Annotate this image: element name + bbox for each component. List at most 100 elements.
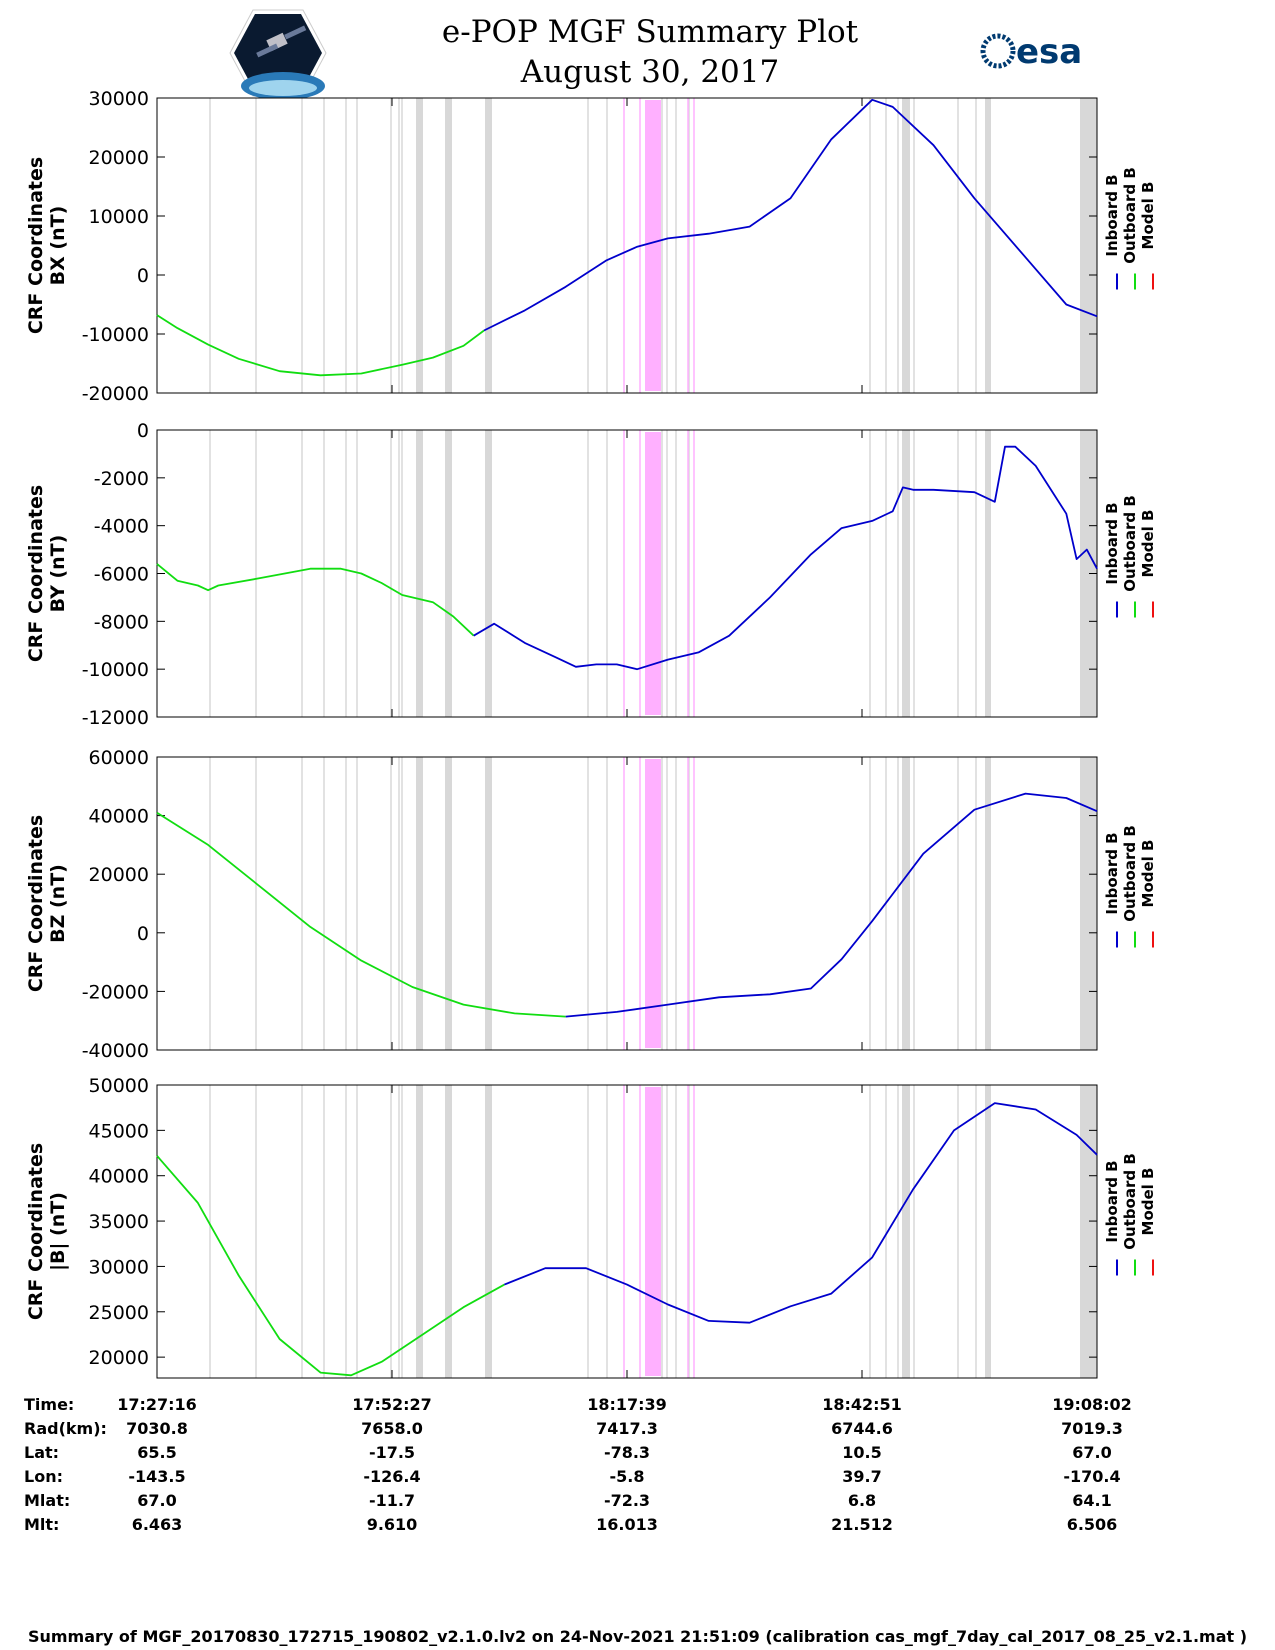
- y-tick-label: -12000: [82, 707, 149, 729]
- y-tick-label: -20000: [82, 383, 149, 405]
- chart-date: August 30, 2017: [520, 54, 780, 90]
- magenta-band: [645, 1087, 661, 1376]
- panel-3: 60000 40000 20000 0 -20000 -40000 CRF Coordina…: [25, 747, 1157, 1062]
- plot-frame: [156, 756, 1098, 1051]
- y-tick-label: 20000: [89, 147, 149, 169]
- legend-outboard-label: Outboard B: [1121, 167, 1139, 264]
- gray-band: [485, 1085, 492, 1378]
- y-tick-label: 10000: [89, 206, 149, 228]
- magenta-band: [645, 759, 661, 1048]
- cassiope-logo: [229, 9, 327, 98]
- gray-band: [445, 1085, 452, 1378]
- esa-logo: esa: [980, 32, 1082, 72]
- gray-band: [416, 757, 423, 1050]
- gray-band: [1080, 430, 1097, 717]
- ephemeris-value: -170.4: [1063, 1467, 1121, 1486]
- y-tick-label: -40000: [82, 1040, 149, 1062]
- gray-band: [1080, 757, 1097, 1050]
- ephemeris-value: -11.7: [368, 1491, 416, 1510]
- gray-band: [485, 430, 492, 717]
- plot-frame: [156, 97, 1098, 394]
- legend-outboard-label: Outboard B: [1121, 825, 1139, 922]
- gray-band: [445, 98, 452, 393]
- gray-band: [416, 430, 423, 717]
- y-tick-label: -2000: [94, 468, 149, 490]
- ephemeris-value: 6.463: [131, 1515, 183, 1534]
- ephemeris-value: 7417.3: [596, 1419, 658, 1438]
- ephemeris-value: 65.5: [137, 1443, 177, 1462]
- y-axis-label: BZ (nT): [47, 864, 69, 943]
- inboard-b-line: [565, 792, 1098, 1018]
- y-axis-label: BY (nT): [47, 535, 69, 613]
- ephemeris-value: 7030.8: [126, 1419, 188, 1438]
- y-tick-label: 40000: [89, 806, 149, 828]
- gray-band: [445, 430, 452, 717]
- y-tick-label: 25000: [89, 1302, 149, 1324]
- ephemeris-value: 18:17:39: [587, 1395, 667, 1414]
- gray-band: [416, 1085, 423, 1378]
- y-tick-label: -10000: [82, 659, 149, 681]
- ephemeris-value: 6.8: [847, 1491, 877, 1510]
- ephemeris-value: -5.8: [609, 1467, 645, 1486]
- ephemeris-value: 16.013: [596, 1515, 658, 1534]
- legend-model-label: Model B: [1139, 840, 1157, 908]
- outboard-b-line: [156, 314, 485, 377]
- ephemeris-row-label: Lon:: [24, 1467, 63, 1486]
- ephemeris-value: 7658.0: [361, 1419, 423, 1438]
- legend-outboard-label: Outboard B: [1121, 495, 1139, 592]
- outboard-b-line: [156, 811, 566, 1018]
- ephemeris-value: 6.506: [1066, 1515, 1118, 1534]
- gray-band: [985, 1085, 991, 1378]
- gray-band: [985, 98, 991, 393]
- legend-inboard-label: Inboard B: [1103, 1160, 1121, 1242]
- y-tick-label: 40000: [89, 1166, 149, 1188]
- y-axis-label: CRF Coordinates: [25, 815, 47, 992]
- legend-outboard-label: Outboard B: [1121, 1153, 1139, 1250]
- magenta-band: [645, 100, 661, 391]
- legend-model-label: Model B: [1139, 182, 1157, 250]
- ephemeris-value: -72.3: [603, 1491, 651, 1510]
- y-tick-label: 30000: [89, 1256, 149, 1278]
- svg-text:esa: esa: [1016, 32, 1082, 72]
- legend-inboard-label: Inboard B: [1103, 174, 1121, 256]
- ephemeris-value: 7019.3: [1061, 1419, 1123, 1438]
- panel-2: 0 -2000 -4000 -6000 -8000 -10000 -12000 CRF Coo…: [25, 420, 1157, 729]
- y-tick-label: 60000: [89, 747, 149, 769]
- inboard-b-line: [473, 445, 1098, 671]
- gray-band: [902, 757, 910, 1050]
- ephemeris-value: 67.0: [137, 1491, 177, 1510]
- ephemeris-value: -143.5: [128, 1467, 186, 1486]
- ephemeris-row-label: Lat:: [24, 1443, 60, 1462]
- y-tick-label: 45000: [89, 1120, 149, 1142]
- ephemeris-value: 39.7: [842, 1467, 882, 1486]
- y-axis-label: CRF Coordinates: [25, 157, 47, 334]
- y-axis-label: BX (nT): [47, 206, 69, 286]
- ephemeris-value: 67.0: [1072, 1443, 1112, 1462]
- ephemeris-row-label: Mlt:: [24, 1515, 60, 1534]
- ephemeris-value: -126.4: [363, 1467, 421, 1486]
- magenta-band: [645, 432, 661, 715]
- plot-frame: [156, 429, 1098, 718]
- legend-inboard-label: Inboard B: [1103, 502, 1121, 584]
- gray-band: [985, 757, 991, 1050]
- y-tick-label: 35000: [89, 1211, 149, 1233]
- gray-band: [485, 757, 492, 1050]
- gray-band: [902, 1085, 910, 1378]
- ephemeris-value: 6744.6: [831, 1419, 893, 1438]
- ephemeris-value: -17.5: [368, 1443, 416, 1462]
- ephemeris-value: 9.610: [366, 1515, 418, 1534]
- ephemeris-row-label: Mlat:: [24, 1491, 71, 1510]
- y-tick-label: 0: [137, 923, 149, 945]
- y-tick-label: -10000: [82, 324, 149, 346]
- y-axis-label: |B| (nT): [47, 1192, 69, 1271]
- ephemeris-value: 17:27:16: [117, 1395, 197, 1414]
- chart-title: e-POP MGF Summary Plot: [441, 14, 859, 50]
- y-tick-label: -4000: [94, 516, 149, 538]
- gray-band: [902, 430, 910, 717]
- y-tick-label: 0: [137, 420, 149, 442]
- ephemeris-value: 21.512: [831, 1515, 893, 1534]
- y-axis-label: CRF Coordinates: [25, 1143, 47, 1320]
- y-tick-label: 0: [137, 265, 149, 287]
- gray-band: [416, 98, 423, 393]
